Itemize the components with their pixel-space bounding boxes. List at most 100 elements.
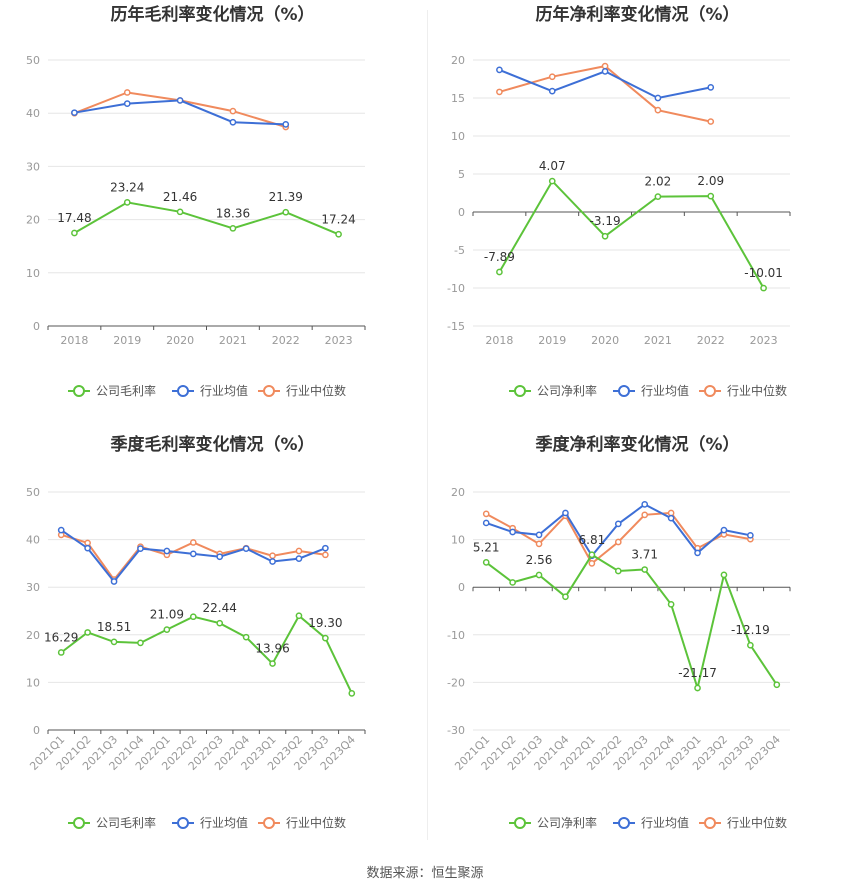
series-point-2 xyxy=(548,73,556,81)
series-point-2 xyxy=(295,547,303,555)
data-label: 17.48 xyxy=(57,211,91,225)
y-tick-label: 30 xyxy=(26,160,40,173)
series-point-0 xyxy=(760,284,767,292)
series-point-0 xyxy=(348,689,356,697)
y-tick-label: 15 xyxy=(451,92,465,105)
series-point-1 xyxy=(295,555,303,562)
series-point-0 xyxy=(216,619,224,627)
data-label: -3.19 xyxy=(590,214,621,228)
legend-label: 行业中位数 xyxy=(727,815,787,830)
series-point-1 xyxy=(496,66,503,74)
series-point-1 xyxy=(84,544,91,552)
series-point-0 xyxy=(57,649,65,656)
legend-label: 行业均值 xyxy=(641,383,689,398)
x-tick-label: 2020 xyxy=(591,334,619,347)
legend-marker xyxy=(263,385,275,397)
data-label: 6.81 xyxy=(579,533,606,547)
series-point-1 xyxy=(535,531,543,539)
series-point-0 xyxy=(641,566,649,573)
series-point-0 xyxy=(720,571,728,579)
legend-marker xyxy=(514,817,526,829)
legend-industry-median: 行业中位数 xyxy=(258,383,346,398)
chart-quarterly-gross-margin: 季度毛利率变化情况（%） 0 10 20 30 40 50 2021Q1 2021Q2 2021Q… xyxy=(0,430,425,850)
series-point-0 xyxy=(137,639,144,647)
series-point-2 xyxy=(123,89,131,96)
y-tick-label: 20 xyxy=(451,486,465,499)
x-tick-label: 2019 xyxy=(113,334,141,347)
chart-title: 历年净利率变化情况（%） xyxy=(535,4,739,25)
series-point-0 xyxy=(548,177,556,185)
legend-label: 行业中位数 xyxy=(727,383,787,398)
x-tick-label: 2022 xyxy=(697,334,725,347)
data-label: -10.01 xyxy=(744,266,783,280)
data-label: 19.30 xyxy=(308,616,342,630)
chart-svg: 历年毛利率变化情况（%） 0 10 20 30 40 50 2018 2019 2020 2021 2… xyxy=(26,4,366,398)
series-point-1 xyxy=(163,547,171,555)
legend-label: 行业均值 xyxy=(641,815,689,830)
series-point-1 xyxy=(641,501,649,508)
series-point-0 xyxy=(747,641,754,649)
series-point-1 xyxy=(57,526,65,534)
legend-marker xyxy=(618,385,630,397)
series-point-1 xyxy=(242,545,250,552)
y-tick-label: 0 xyxy=(33,320,40,333)
series-point-1 xyxy=(71,109,78,117)
series-point-1 xyxy=(482,519,490,527)
data-label: 13.96 xyxy=(255,642,289,656)
chart-title: 历年毛利率变化情况（%） xyxy=(110,4,314,25)
legend-label: 公司毛利率 xyxy=(96,815,156,830)
data-label: 21.09 xyxy=(150,608,184,622)
legend-marker xyxy=(618,817,630,829)
series-point-2 xyxy=(614,538,622,546)
series-point-0 xyxy=(269,660,276,667)
x-tick-label: 2018 xyxy=(485,334,513,347)
chart-quarterly-net-margin: 季度净利率变化情况（%） -30 -20 -10 0 10 20 2021Q1 2021Q2 20… xyxy=(425,430,850,850)
legend-industry-mean: 行业均值 xyxy=(172,383,248,398)
y-tick-label: 5 xyxy=(458,168,465,181)
chart-svg: 历年净利率变化情况（%） -15 -10 -5 0 5 10 15 20 2018 2019 2020… xyxy=(447,4,791,398)
legend-marker xyxy=(704,817,716,829)
y-tick-label: 20 xyxy=(451,54,465,67)
legend-marker xyxy=(514,385,526,397)
series-point-1 xyxy=(720,526,728,534)
x-tick-label: 2023 xyxy=(325,334,353,347)
series-point-0 xyxy=(562,593,569,601)
series-point-0 xyxy=(123,199,131,206)
chart-svg: 季度净利率变化情况（%）-30-20-10010202021Q12021Q220… xyxy=(447,434,791,830)
series-point-0 xyxy=(242,633,250,641)
series-point-0 xyxy=(496,268,503,276)
panel-divider xyxy=(427,10,428,840)
y-tick-label: 50 xyxy=(26,54,40,67)
y-tick-label: -10 xyxy=(447,282,465,295)
chart-annual-net-margin: 历年净利率变化情况（%） -15 -10 -5 0 5 10 15 20 2018 2019 2020… xyxy=(425,0,850,420)
series-point-0 xyxy=(588,551,596,559)
y-tick-label: 0 xyxy=(458,206,465,219)
series-point-2 xyxy=(601,62,609,70)
y-tick-label: 50 xyxy=(26,486,40,499)
data-label: 18.36 xyxy=(216,206,250,220)
legend-industry-mean: 行业均值 xyxy=(613,383,689,398)
y-tick-label: 40 xyxy=(26,107,40,120)
y-tick-label: -10 xyxy=(447,629,465,642)
y-tick-label: -15 xyxy=(447,320,465,333)
series-point-2 xyxy=(189,539,197,546)
series-point-0 xyxy=(295,612,303,620)
legend-marker xyxy=(263,817,275,829)
series-point-0 xyxy=(163,626,171,633)
legend-industry-median: 行业中位数 xyxy=(699,383,787,398)
series-point-0 xyxy=(667,600,675,608)
legend-marker xyxy=(73,817,85,829)
legend-industry-median: 行业中位数 xyxy=(258,815,346,830)
series-point-0 xyxy=(84,629,91,636)
chart-svg: 季度毛利率变化情况（%）010203040502021Q12021Q22021Q… xyxy=(26,434,366,830)
data-label: 16.29 xyxy=(44,630,78,644)
legend-industry-mean: 行业均值 xyxy=(613,815,689,830)
x-tick-label: 2018 xyxy=(60,334,88,347)
series-point-1 xyxy=(176,97,184,104)
chart-title: 季度净利率变化情况（%） xyxy=(535,434,739,455)
series-point-0 xyxy=(335,230,342,238)
y-tick-label: 30 xyxy=(26,581,40,594)
legend-label: 公司净利率 xyxy=(537,815,597,830)
x-tick-label: 2022 xyxy=(272,334,300,347)
y-tick-label: 10 xyxy=(451,130,465,143)
